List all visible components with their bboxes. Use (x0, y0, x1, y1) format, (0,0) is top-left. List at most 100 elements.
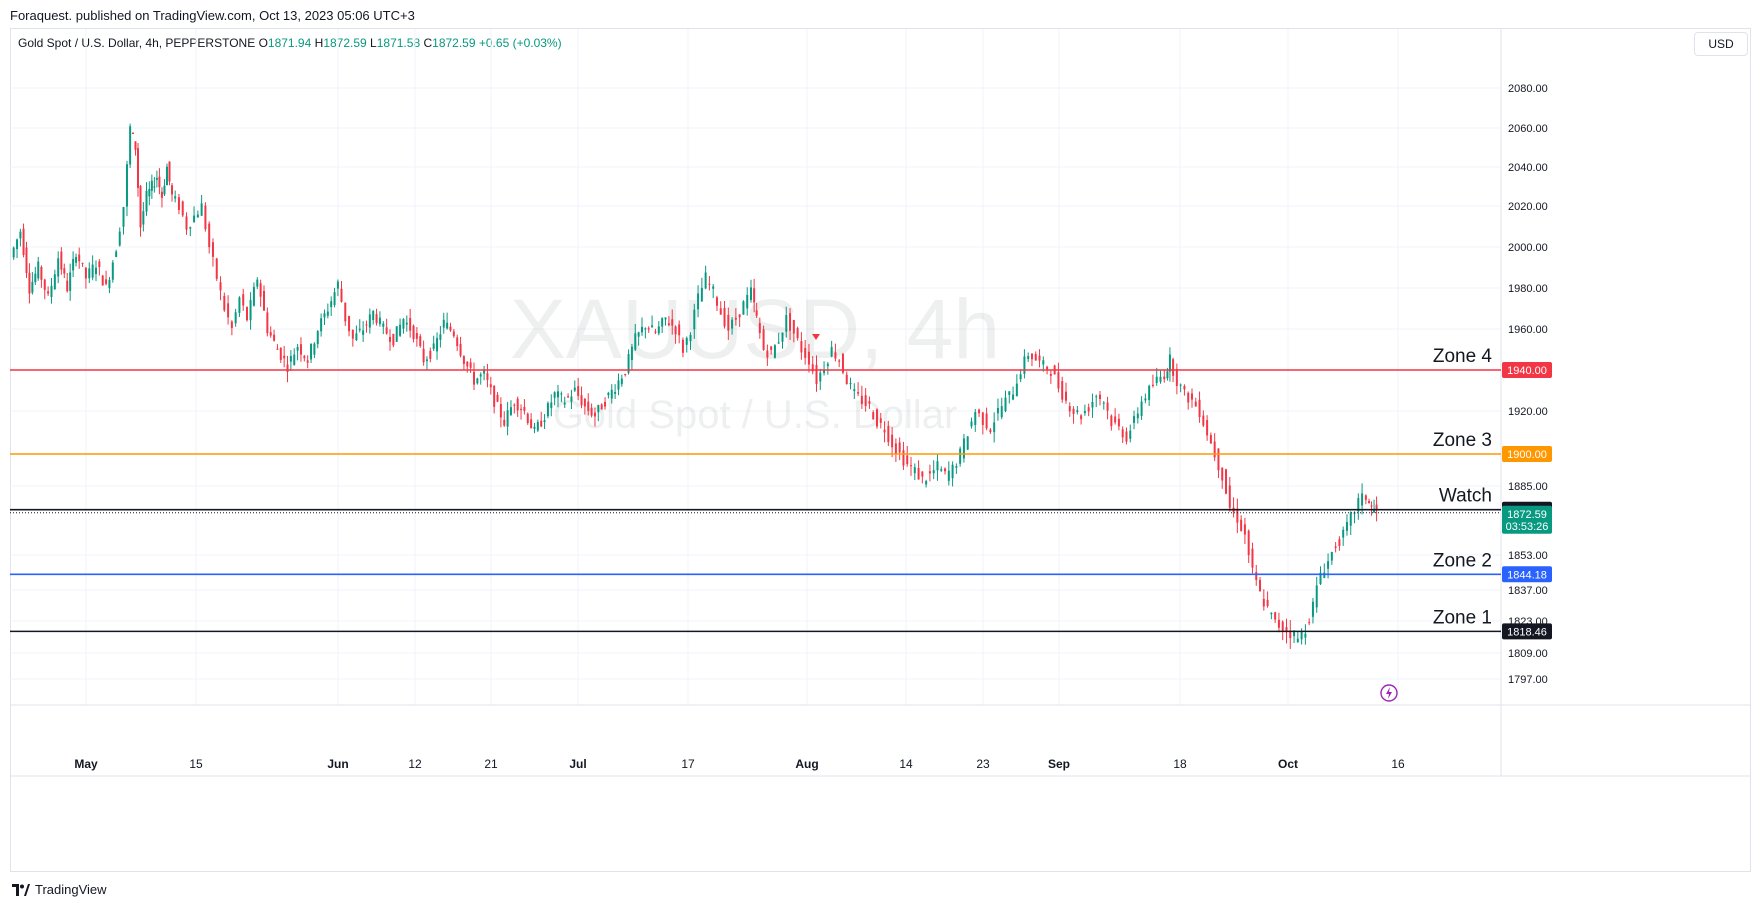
currency-button[interactable]: USD (1694, 32, 1748, 56)
candle-body (624, 373, 627, 375)
candle-body (57, 258, 60, 277)
price-tick-label: 1853.00 (1508, 550, 1548, 562)
candle-body (647, 328, 650, 330)
candle-body (101, 275, 104, 286)
candle-body (368, 314, 371, 328)
candle-body (452, 331, 455, 337)
candle-body (252, 286, 255, 306)
candle-body (310, 344, 313, 360)
candle-body (1117, 418, 1120, 427)
candle-body (1330, 551, 1333, 561)
candle-body (84, 267, 87, 279)
price-tick-label: 1823.00 (1508, 616, 1548, 628)
candle-body (208, 223, 211, 248)
candle-body (286, 364, 289, 373)
candle-body (1270, 612, 1273, 615)
candle-body (412, 325, 415, 340)
candle-body (913, 467, 916, 474)
candle-body (962, 438, 965, 459)
candle-body (204, 205, 207, 230)
price-tick-label: 1960.00 (1508, 324, 1548, 336)
candle-body (637, 332, 640, 337)
candle-body (296, 346, 299, 351)
candle-body (402, 319, 405, 329)
candle-body (543, 420, 546, 423)
price-tick-label: 1809.00 (1508, 648, 1548, 660)
candle-body (479, 374, 482, 377)
candle-body (155, 178, 158, 180)
candle-body (1300, 631, 1303, 640)
candle-body (1190, 393, 1193, 400)
candle-body (1151, 384, 1154, 386)
candle-body (845, 374, 848, 385)
candle-body (894, 443, 897, 454)
candle-body (1136, 413, 1139, 419)
candle-body (928, 471, 931, 474)
candle-body (550, 402, 553, 409)
candle-body (1187, 392, 1190, 403)
candle-body (456, 337, 459, 347)
time-tick-label: Jul (569, 757, 586, 771)
candle-body (600, 404, 603, 410)
candle-body (770, 346, 773, 350)
candle-body (819, 372, 822, 382)
candle-body (1166, 371, 1169, 379)
candle-body (273, 334, 276, 341)
candle-body (499, 404, 502, 418)
candle-body (1240, 519, 1243, 531)
candle-body (868, 401, 871, 404)
candle-body (792, 320, 795, 334)
candle-body (72, 258, 75, 271)
candle-body (160, 191, 163, 198)
candle-body (28, 272, 31, 294)
high-value: 1872.59 (323, 36, 367, 50)
candle-body (693, 309, 696, 330)
candle-body (1099, 394, 1102, 400)
candle-body (1064, 391, 1067, 401)
candle-body (174, 196, 177, 199)
candle-body (145, 190, 148, 212)
candle-body (1076, 410, 1079, 413)
candle-body (753, 288, 756, 303)
candle-body (853, 389, 856, 392)
time-tick-label: 14 (899, 757, 913, 771)
candle-body (607, 392, 610, 396)
candle-body (118, 231, 121, 246)
tradingview-logo-icon (12, 883, 30, 896)
candle-body (936, 461, 939, 471)
candle-body (996, 407, 999, 414)
candle-body (185, 216, 188, 230)
candle-body (921, 471, 924, 477)
candle-body (1304, 633, 1307, 638)
candle-body (509, 407, 512, 415)
candle-body (520, 408, 523, 410)
candle-body (211, 242, 214, 257)
candle-body (671, 319, 674, 326)
candle-body (122, 207, 125, 227)
candle-body (902, 450, 905, 466)
time-tick-label: Jun (327, 757, 348, 771)
candle-body (641, 326, 643, 333)
countdown-label: 03:53:26 (1506, 521, 1549, 533)
candle-body (98, 261, 101, 268)
candle-body (1179, 384, 1182, 386)
candle-body (1175, 368, 1178, 386)
candle-body (313, 343, 316, 355)
candle-body (734, 317, 737, 320)
candle-body (200, 203, 203, 216)
candle-body (227, 303, 230, 318)
candle-body (395, 326, 398, 342)
candle-body (910, 465, 913, 467)
price-tick-label: 2020.00 (1508, 201, 1548, 213)
candle-body (1277, 619, 1280, 628)
candle-body (1251, 548, 1254, 568)
level-label: Zone 1 (1433, 607, 1492, 628)
candle-body (978, 409, 981, 414)
price-tick-label: 2080.00 (1508, 83, 1548, 95)
candle-body (727, 314, 730, 331)
candle-body (163, 185, 166, 195)
candle-body (708, 283, 711, 285)
candle-body (95, 267, 97, 275)
candle-body (1327, 561, 1330, 569)
